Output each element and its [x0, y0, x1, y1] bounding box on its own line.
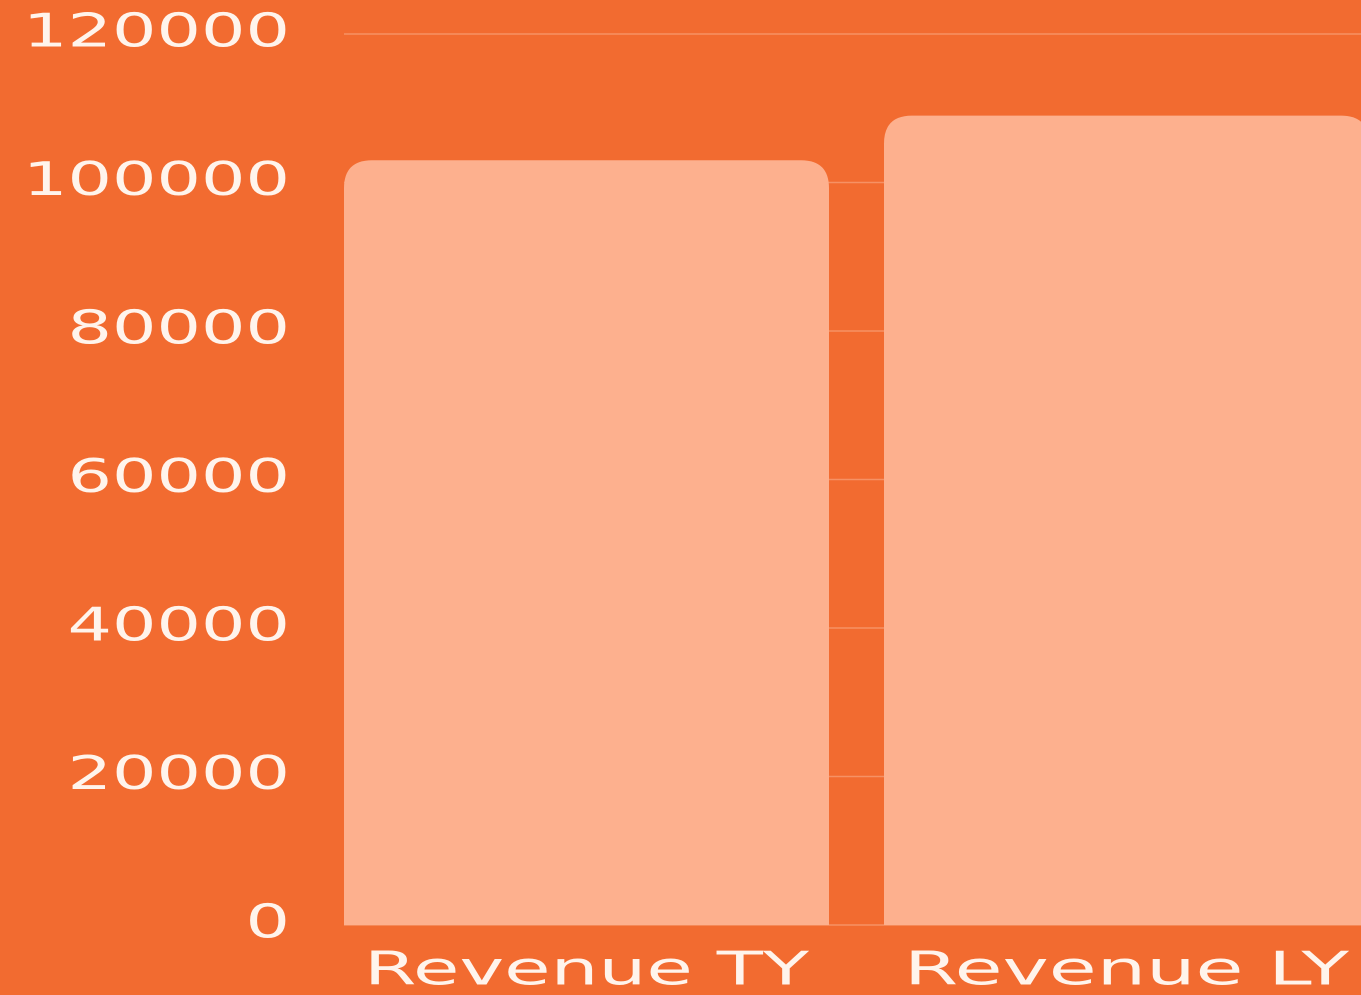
- bar: [884, 115, 1361, 925]
- y-tick-label: 100000: [23, 152, 290, 206]
- x-tick-label: Revenue TY: [364, 942, 810, 995]
- y-tick-label: 60000: [68, 449, 291, 503]
- x-tick-label: Revenue LY: [904, 942, 1351, 995]
- bar: [344, 160, 829, 926]
- y-tick-label: 80000: [68, 301, 291, 355]
- y-tick-label: 40000: [68, 598, 291, 652]
- y-tick-label: 120000: [23, 4, 290, 58]
- y-tick-label: 0: [246, 895, 291, 949]
- y-tick-label: 20000: [68, 746, 291, 800]
